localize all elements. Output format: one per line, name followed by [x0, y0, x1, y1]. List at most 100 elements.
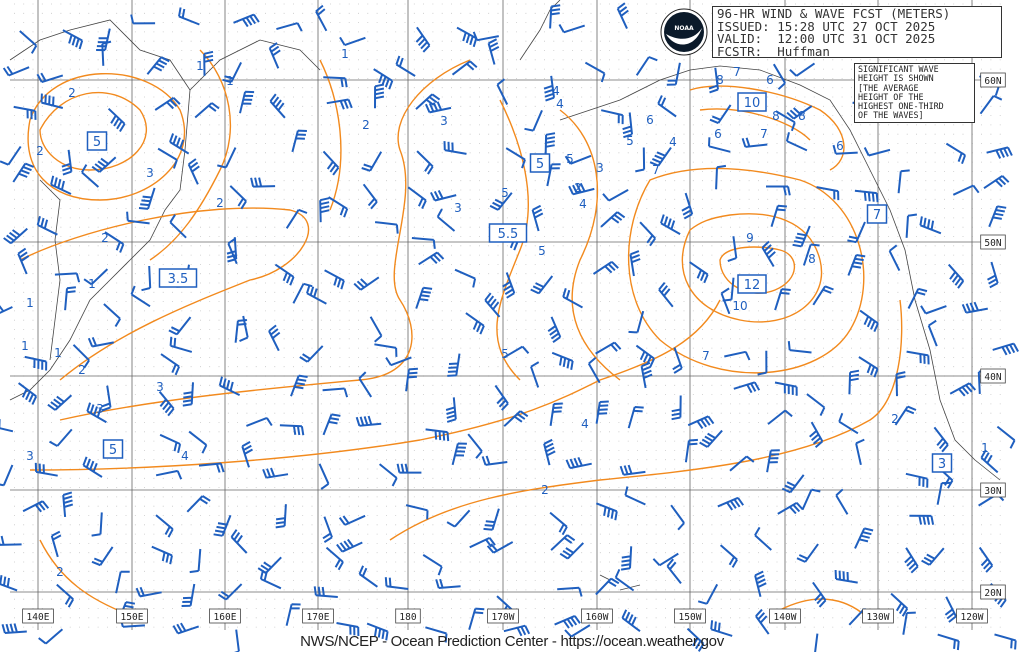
- wind-barb-icon: [774, 288, 791, 311]
- wind-barb-icon: [635, 147, 646, 173]
- wind-barb-icon: [451, 60, 478, 76]
- axis-label-text: 160E: [214, 612, 237, 623]
- contour-label: 3: [454, 201, 462, 215]
- note-line: OF THE WAVES]: [858, 110, 924, 121]
- wind-barb-icon: [0, 535, 22, 546]
- latitude-label: 50N: [980, 234, 1006, 250]
- wind-barb-icon: [524, 110, 543, 132]
- contour-label: 2: [36, 144, 44, 158]
- wind-barb-icon: [198, 462, 225, 473]
- wind-barb-icon: [996, 425, 1016, 449]
- wind-barb-icon: [353, 276, 380, 291]
- wind-barb-icon: [766, 449, 780, 473]
- wind-barb-icon: [888, 244, 901, 272]
- wind-barb-icon: [169, 133, 190, 155]
- wind-barb-icon: [230, 529, 248, 554]
- axis-label-text: 20N: [984, 588, 1001, 599]
- wind-barb-icon: [834, 569, 858, 584]
- wind-barb-icon: [947, 263, 965, 289]
- wave-height-value: 5: [536, 157, 544, 172]
- wind-barb-icon: [259, 569, 282, 590]
- longitude-label: 160W: [581, 608, 613, 624]
- axis-labels: 140E 150E 160E 170E 180 170W 160W 150W 140W 130W 1…: [22, 72, 1006, 624]
- axis-label-text: 50N: [984, 238, 1001, 249]
- wind-barb-icon: [936, 481, 951, 505]
- wind-barb-icon: [374, 221, 399, 234]
- wind-barb-icon: [222, 61, 242, 84]
- wind-barb-icon: [543, 75, 555, 102]
- wind-barb-icon: [741, 137, 768, 148]
- wave-height-value: 5: [109, 443, 117, 458]
- wind-barb-icon: [103, 303, 121, 328]
- wind-barb-icon: [405, 504, 429, 520]
- wind-barb-icon: [54, 272, 81, 283]
- contour-label: 3: [156, 380, 164, 394]
- wind-barb-icon: [809, 421, 824, 449]
- wind-barb-icon: [699, 429, 723, 448]
- wind-barb-icon: [789, 62, 816, 77]
- wind-barb-icon: [0, 305, 13, 314]
- wind-barb-icon: [961, 301, 988, 314]
- longitude-label: 150W: [674, 608, 706, 624]
- wind-barb-icon: [568, 182, 595, 196]
- wind-barb-icon: [565, 457, 592, 470]
- footer-credit: NWS/NCEP - Ocean Prediction Center - htt…: [300, 633, 724, 650]
- wind-barb-icon: [502, 272, 516, 299]
- wind-barb-icon: [652, 552, 679, 567]
- forecast-title-box: 96-HR WIND & WAVE FCST (METERS) ISSUED: …: [712, 6, 1002, 58]
- wind-barb-icon: [559, 542, 585, 560]
- axis-label-text: 60N: [984, 76, 1001, 87]
- wind-barb-icon: [186, 495, 211, 513]
- wind-barb-icon: [291, 129, 307, 153]
- wind-barb-icon: [978, 546, 994, 573]
- wind-barb-icon: [992, 342, 1019, 356]
- wind-barb-icon: [858, 356, 879, 378]
- wind-barb-icon: [549, 511, 568, 536]
- wind-barb-icon: [761, 240, 776, 268]
- wind-barb-icon: [595, 577, 620, 596]
- wind-barb-icon: [36, 72, 64, 84]
- wind-barb-icon: [855, 438, 865, 466]
- contour-label: 5: [501, 186, 509, 200]
- contour-label: 4: [579, 197, 587, 211]
- axis-label-text: 150E: [121, 612, 144, 623]
- wind-barb-icon: [241, 441, 253, 468]
- wind-barb-icon: [451, 442, 467, 466]
- wind-barb-icon: [994, 633, 1017, 650]
- axis-label-text: 30N: [984, 486, 1001, 497]
- wind-barb-icon: [218, 376, 241, 396]
- wind-barb-icon: [835, 488, 849, 515]
- wind-barb-icon: [275, 504, 287, 529]
- wind-barb-icon: [217, 147, 237, 169]
- wind-barb-icon: [619, 464, 646, 476]
- wind-barb-icon: [854, 527, 874, 549]
- wind-barb-icon: [469, 536, 496, 549]
- wind-barb-icon: [159, 433, 182, 454]
- contour-label: 2: [101, 231, 109, 245]
- contour-label: 4: [181, 449, 189, 463]
- contour-label: 7: [733, 65, 741, 79]
- wind-barb-icon: [239, 90, 255, 114]
- wind-barb-icon: [624, 486, 646, 506]
- note-line: HEIGHT IS SHOWN: [858, 73, 934, 84]
- wind-barb-icon: [503, 410, 529, 427]
- wind-barb-icon: [322, 387, 349, 398]
- wind-barb-icon: [720, 287, 731, 315]
- wind-barb-icon: [96, 28, 111, 52]
- wave-height-value: 3: [938, 457, 946, 472]
- wind-barb-icon: [754, 570, 767, 598]
- longitude-label: 120W: [956, 608, 988, 624]
- wind-barb-icon: [358, 371, 373, 398]
- wind-barb-icon: [697, 583, 719, 605]
- wind-barb-icon: [323, 76, 348, 88]
- axis-label-text: 130W: [867, 612, 890, 623]
- wind-barb-icon: [781, 474, 805, 494]
- wind-barb-icon: [859, 309, 879, 333]
- wind-barb-icon: [983, 175, 1010, 190]
- wind-barb-icon: [639, 221, 657, 247]
- contour-label: 5: [501, 347, 509, 361]
- wind-barb-icon: [684, 438, 698, 463]
